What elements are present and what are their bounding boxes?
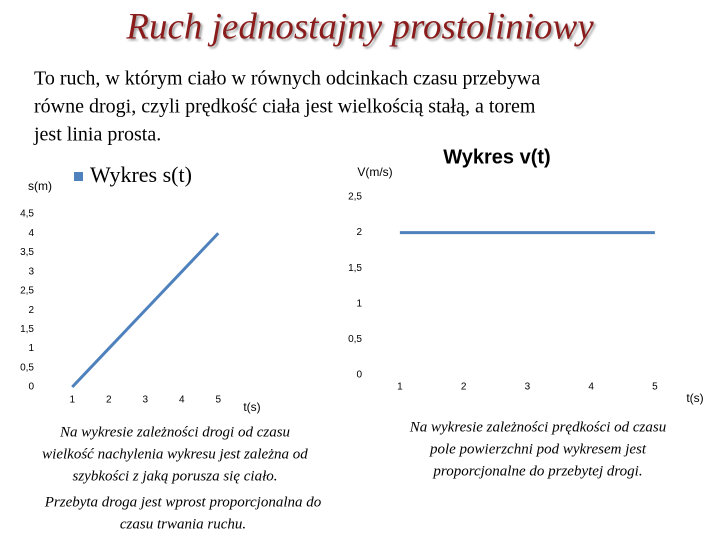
bullet <box>74 172 83 181</box>
x-axis-label: t(s) <box>243 400 260 414</box>
x-tick-label: 1 <box>69 395 75 406</box>
x-tick-label: 1 <box>397 382 403 393</box>
chart-title: Wykres s(t) <box>90 162 192 187</box>
y-tick-label: 0,5 <box>348 334 362 345</box>
x-axis-label: t(s) <box>686 391 703 405</box>
intro-line: To ruch, w którym ciało w równych odcink… <box>34 68 540 90</box>
y-tick-label: 0 <box>356 370 362 381</box>
y-tick-label: 2,5 <box>348 192 362 203</box>
caption-line: wielkość nachylenia wykresu jest zależna… <box>42 446 308 462</box>
intro-line: równe drogi, czyli prędkość ciała jest w… <box>34 96 536 118</box>
y-tick-label: 1 <box>28 343 34 354</box>
y-axis-label: V(m/s) <box>357 165 392 179</box>
x-tick-label: 2 <box>106 395 112 406</box>
y-tick-label: 2 <box>356 227 362 238</box>
x-tick-label: 4 <box>588 382 594 393</box>
caption-line: pole powierzchni pod wykresem jest <box>429 441 647 457</box>
y-tick-label: 0 <box>28 382 34 393</box>
y-tick-label: 1,5 <box>348 263 362 274</box>
y-tick-label: 3 <box>28 266 34 277</box>
y-tick-label: 3,5 <box>20 247 34 258</box>
x-tick-label: 5 <box>215 395 221 406</box>
y-tick-label: 2,5 <box>20 286 34 297</box>
y-tick-label: 0,5 <box>20 362 34 373</box>
chart-title: Wykres v(t) <box>443 146 550 168</box>
x-tick-label: 3 <box>525 382 531 393</box>
caption-line: Przebyta droga jest wprost proporcjonaln… <box>44 494 322 510</box>
x-tick-label: 2 <box>461 382 467 393</box>
y-tick-label: 4,5 <box>20 209 34 220</box>
caption-line: Na wykresie zależności drogi od czasu <box>59 424 290 440</box>
intro-line: jest linia prosta. <box>33 124 161 146</box>
y-tick-label: 2 <box>28 305 34 316</box>
caption-line: proporcjonalne do przebytej drogi. <box>432 463 642 479</box>
y-tick-label: 1,5 <box>20 324 34 335</box>
caption-line: Na wykresie zależności prędkości od czas… <box>409 419 667 435</box>
y-tick-label: 1 <box>356 298 362 309</box>
x-tick-label: 5 <box>652 382 658 393</box>
caption-line: czasu trwania ruchu. <box>120 516 246 532</box>
caption-line: szybkości z jaką porusza się ciało. <box>73 468 278 484</box>
x-tick-label: 3 <box>142 395 148 406</box>
x-tick-label: 4 <box>179 395 185 406</box>
y-axis-label: s(m) <box>28 179 52 193</box>
y-tick-label: 4 <box>28 228 34 239</box>
data-line <box>71 232 220 389</box>
slide-title: Ruch jednostajny prostoliniowy <box>125 6 594 47</box>
